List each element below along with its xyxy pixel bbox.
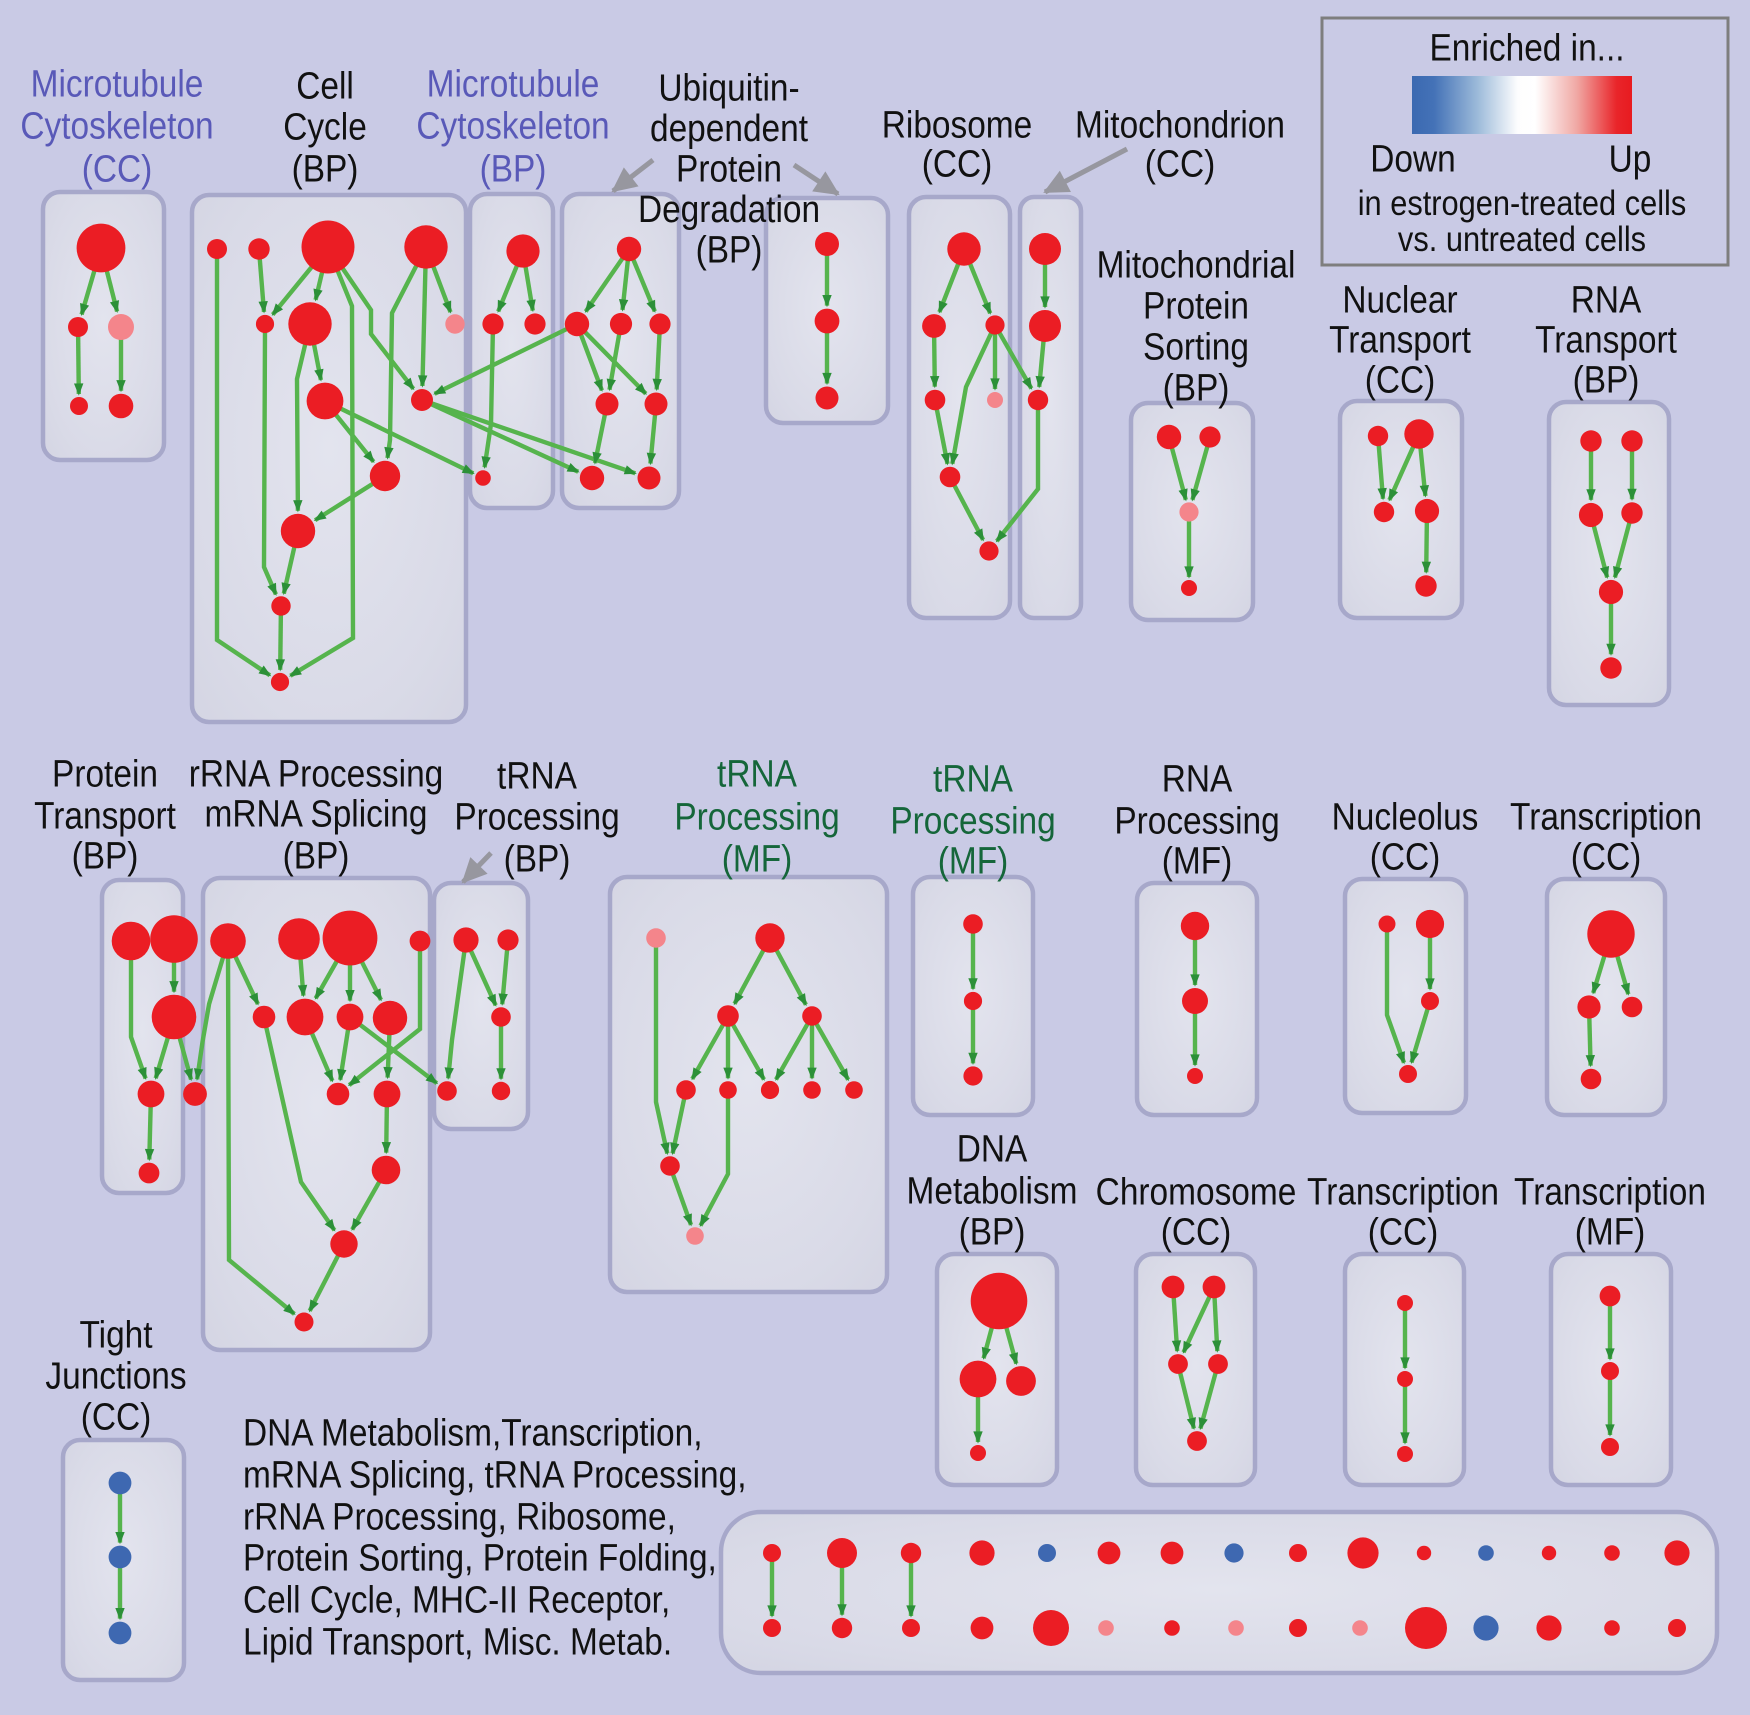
svg-text:DNA: DNA bbox=[957, 1128, 1028, 1170]
svg-text:(MF): (MF) bbox=[722, 838, 793, 880]
svg-text:Cytoskeleton: Cytoskeleton bbox=[416, 105, 609, 147]
svg-text:Processing: Processing bbox=[890, 800, 1055, 842]
svg-text:Microtubule: Microtubule bbox=[427, 63, 600, 105]
svg-text:(CC): (CC) bbox=[1571, 836, 1642, 878]
svg-text:Sorting: Sorting bbox=[1143, 326, 1249, 368]
svg-text:dependent: dependent bbox=[650, 107, 808, 149]
svg-text:Cell Cycle, MHC-II Receptor,: Cell Cycle, MHC-II Receptor, bbox=[243, 1579, 670, 1621]
svg-text:Ribosome: Ribosome bbox=[882, 104, 1033, 146]
svg-text:(CC): (CC) bbox=[1145, 143, 1216, 185]
svg-text:Microtubule: Microtubule bbox=[31, 63, 204, 105]
svg-text:Chromosome: Chromosome bbox=[1096, 1171, 1297, 1213]
svg-text:Cytoskeleton: Cytoskeleton bbox=[20, 105, 213, 147]
svg-text:Degradation: Degradation bbox=[638, 188, 820, 230]
svg-text:Transcription: Transcription bbox=[1510, 796, 1702, 838]
svg-text:rRNA Processing: rRNA Processing bbox=[189, 753, 444, 795]
svg-text:(CC): (CC) bbox=[1161, 1211, 1232, 1253]
svg-text:Transcription: Transcription bbox=[1307, 1171, 1499, 1213]
svg-text:Protein: Protein bbox=[676, 148, 782, 190]
svg-text:RNA: RNA bbox=[1571, 279, 1642, 321]
svg-text:Tight: Tight bbox=[79, 1314, 152, 1356]
svg-text:(MF): (MF) bbox=[1162, 840, 1233, 882]
svg-text:(BP): (BP) bbox=[1573, 359, 1640, 401]
svg-text:(BP): (BP) bbox=[480, 148, 547, 190]
svg-text:Processing: Processing bbox=[1114, 800, 1279, 842]
svg-text:(CC): (CC) bbox=[1370, 836, 1441, 878]
svg-text:(CC): (CC) bbox=[81, 1396, 152, 1438]
svg-text:Cycle: Cycle bbox=[283, 106, 367, 148]
svg-text:Mitochondrial: Mitochondrial bbox=[1097, 244, 1296, 286]
svg-text:tRNA: tRNA bbox=[717, 753, 797, 795]
svg-text:Transport: Transport bbox=[1535, 319, 1677, 361]
svg-text:rRNA Processing, Ribosome,: rRNA Processing, Ribosome, bbox=[243, 1496, 676, 1538]
svg-text:Nuclear: Nuclear bbox=[1342, 279, 1457, 321]
svg-text:RNA: RNA bbox=[1162, 758, 1233, 800]
svg-text:(BP): (BP) bbox=[1163, 367, 1230, 409]
svg-text:Mitochondrion: Mitochondrion bbox=[1075, 104, 1285, 146]
svg-text:Up: Up bbox=[1609, 138, 1652, 180]
svg-text:Processing: Processing bbox=[674, 796, 839, 838]
svg-text:(CC): (CC) bbox=[82, 148, 153, 190]
svg-text:(BP): (BP) bbox=[504, 838, 571, 880]
svg-text:Metabolism: Metabolism bbox=[907, 1170, 1078, 1212]
svg-text:(BP): (BP) bbox=[292, 148, 359, 190]
svg-text:(BP): (BP) bbox=[696, 229, 763, 271]
svg-text:mRNA Splicing: mRNA Splicing bbox=[205, 793, 428, 835]
svg-text:Transport: Transport bbox=[34, 795, 176, 837]
svg-text:tRNA: tRNA bbox=[933, 758, 1013, 800]
svg-text:mRNA Splicing, tRNA Processing: mRNA Splicing, tRNA Processing, bbox=[243, 1454, 746, 1496]
svg-text:Junctions: Junctions bbox=[45, 1355, 186, 1397]
svg-text:Protein Sorting, Protein Foldi: Protein Sorting, Protein Folding, bbox=[243, 1537, 717, 1579]
svg-text:(CC): (CC) bbox=[922, 143, 993, 185]
svg-text:(CC): (CC) bbox=[1365, 359, 1436, 401]
svg-text:(BP): (BP) bbox=[283, 835, 350, 877]
svg-text:Down: Down bbox=[1370, 138, 1455, 180]
svg-text:Enriched in...: Enriched in... bbox=[1429, 27, 1624, 69]
svg-text:(CC): (CC) bbox=[1368, 1211, 1439, 1253]
svg-text:Protein: Protein bbox=[52, 753, 158, 795]
svg-text:Cell: Cell bbox=[296, 65, 354, 107]
svg-text:DNA Metabolism,Transcription,: DNA Metabolism,Transcription, bbox=[243, 1412, 702, 1454]
svg-text:in estrogen-treated cells: in estrogen-treated cells bbox=[1358, 183, 1687, 222]
svg-text:Transport: Transport bbox=[1329, 319, 1471, 361]
svg-text:(MF): (MF) bbox=[938, 840, 1009, 882]
svg-text:Transcription: Transcription bbox=[1514, 1171, 1706, 1213]
svg-text:Nucleolus: Nucleolus bbox=[1332, 796, 1479, 838]
svg-text:(MF): (MF) bbox=[1575, 1211, 1646, 1253]
svg-text:Ubiquitin-: Ubiquitin- bbox=[658, 67, 799, 109]
svg-text:Protein: Protein bbox=[1143, 285, 1249, 327]
svg-text:(BP): (BP) bbox=[959, 1211, 1026, 1253]
svg-text:Lipid Transport, Misc. Metab.: Lipid Transport, Misc. Metab. bbox=[243, 1621, 672, 1663]
svg-text:(BP): (BP) bbox=[72, 835, 139, 877]
svg-text:vs. untreated cells: vs. untreated cells bbox=[1398, 219, 1646, 258]
svg-text:Processing: Processing bbox=[454, 796, 619, 838]
svg-text:tRNA: tRNA bbox=[497, 755, 577, 797]
